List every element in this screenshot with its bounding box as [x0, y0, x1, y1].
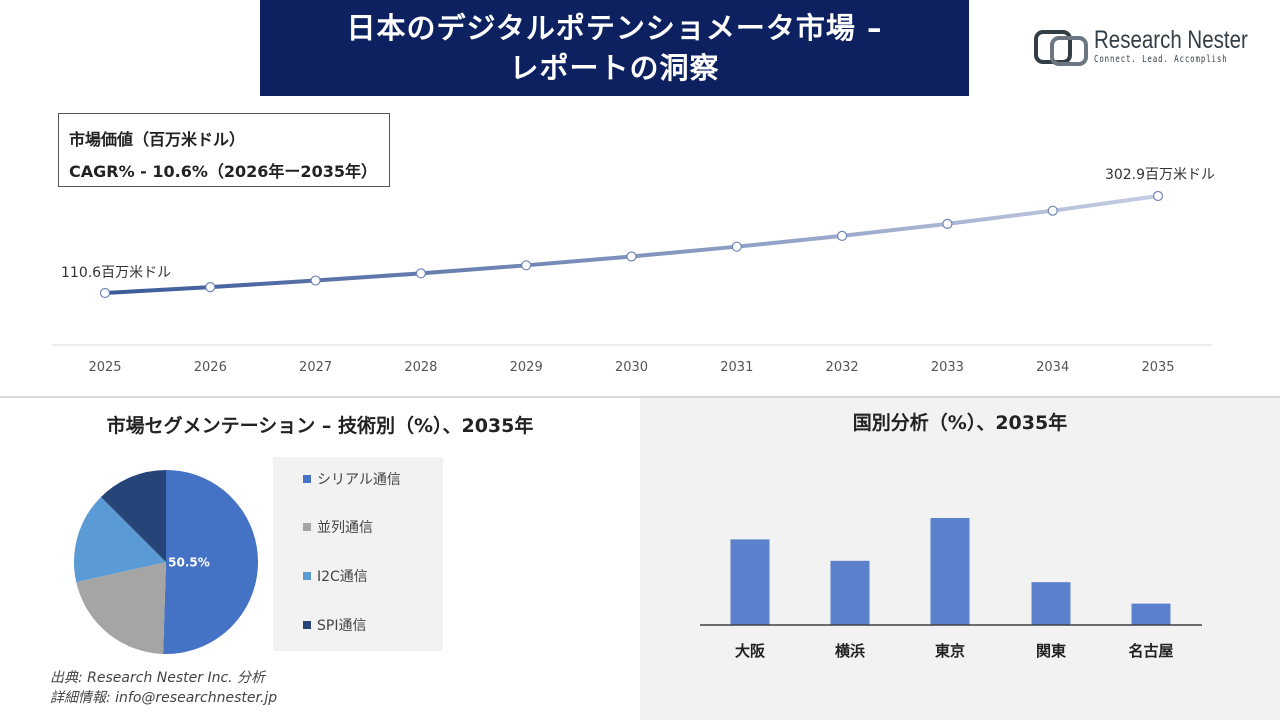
legend-item-i2c: I2C通信 — [303, 566, 368, 586]
bar-category-label: 東京 — [935, 642, 965, 660]
legend-swatch — [303, 523, 311, 531]
data-point — [310, 275, 321, 286]
data-point — [99, 287, 111, 299]
pie-slice — [100, 470, 166, 562]
x-tick-label: 2030 — [615, 360, 648, 375]
data-label-last: 302.9百万米ドル — [1105, 167, 1215, 183]
pie-slice-label: 50.5% — [168, 555, 210, 569]
source-line: 出典: Research Nester Inc. 分析 — [50, 670, 266, 686]
legend-label: I2C通信 — [317, 569, 368, 585]
x-tick-label: 2029 — [510, 360, 543, 375]
bar — [730, 539, 770, 625]
bar — [830, 560, 870, 625]
legend-item-spi: SPI通信 — [303, 615, 366, 635]
legend-swatch — [303, 475, 311, 483]
bar-category-label: 関東 — [1036, 642, 1066, 660]
bar — [930, 518, 970, 625]
bar-category-label: 横浜 — [835, 642, 865, 660]
legend-label: 並列通信 — [317, 520, 373, 536]
data-label-first: 110.6百万米ドル — [61, 265, 171, 281]
region-analysis-title: 国別分析（%）、2035年 — [852, 412, 1068, 434]
bar-category-label: 名古屋 — [1128, 642, 1173, 660]
legend-label: シリアル通信 — [317, 472, 401, 488]
source-note: 出典: Research Nester Inc. 分析 詳細情報: info@r… — [50, 668, 277, 708]
market-value-info-box: 市場価値（百万米ドル） CAGR% - 10.6%（2026年ー2035年） — [58, 113, 390, 187]
page-title-line1: 日本のデジタルポテンショメータ市場 – — [346, 11, 883, 45]
technology-pie-chart: 50.5% — [74, 470, 258, 654]
section-divider — [0, 396, 1280, 398]
pie-legend: シリアル通信 並列通信 I2C通信 SPI通信 — [273, 457, 443, 651]
bar-category-label: 大阪 — [735, 642, 766, 660]
data-point — [415, 268, 426, 279]
market-value-line-chart: 2025 2026 2027 2028 2029 2030 2031 2032 2033 2034… — [52, 167, 1215, 375]
x-tick-label: 2035 — [1141, 360, 1174, 375]
contact-line: 詳細情報: info@researchnester.jp — [50, 690, 278, 706]
market-value-label: 市場価値（百万米ドル） — [69, 130, 246, 149]
page-title-line2: レポートの洞察 — [509, 51, 720, 85]
bar — [1131, 603, 1171, 625]
data-point — [942, 218, 953, 229]
legend-item-parallel: 並列通信 — [303, 517, 373, 537]
x-tick-label: 2026 — [194, 360, 227, 375]
data-point — [731, 241, 742, 252]
data-point — [1152, 190, 1164, 202]
x-tick-label: 2027 — [299, 360, 332, 375]
x-tick-label: 2028 — [404, 360, 437, 375]
logo-tagline: Connect. Lead. Accomplish — [1094, 54, 1228, 65]
data-point — [521, 260, 532, 271]
pie-slice — [76, 562, 166, 654]
title-banner: 日本のデジタルポテンショメータ市場 – レポートの洞察 — [260, 0, 969, 96]
segmentation-title: 市場セグメンテーション – 技術別（%）、2035年 — [106, 415, 534, 437]
x-tick-label: 2032 — [826, 360, 859, 375]
logo-mark-icon — [1034, 30, 1088, 66]
data-point — [205, 281, 216, 293]
region-bar-chart: 大阪 横浜 東京 関東 名古屋 — [700, 518, 1202, 660]
legend-label: SPI通信 — [317, 618, 367, 634]
x-tick-label: 2033 — [931, 360, 964, 375]
bar — [1031, 582, 1071, 625]
legend-item-serial: シリアル通信 — [303, 469, 401, 489]
pie-slice — [163, 470, 258, 654]
x-tick-label: 2031 — [720, 360, 753, 375]
market-value-series-line — [104, 194, 1159, 295]
data-point — [836, 230, 848, 241]
x-tick-label: 2025 — [88, 360, 121, 375]
pie-slice — [74, 496, 166, 583]
research-nester-logo: Research Nester Connect. Lead. Accomplis… — [1034, 26, 1264, 68]
legend-swatch — [303, 621, 311, 629]
logo-name: Research Nester — [1094, 26, 1248, 54]
data-point — [1047, 205, 1058, 216]
data-point — [626, 251, 637, 262]
x-tick-label: 2034 — [1036, 360, 1069, 375]
legend-swatch — [303, 572, 311, 580]
cagr-label: CAGR% - 10.6%（2026年ー2035年） — [69, 162, 377, 181]
